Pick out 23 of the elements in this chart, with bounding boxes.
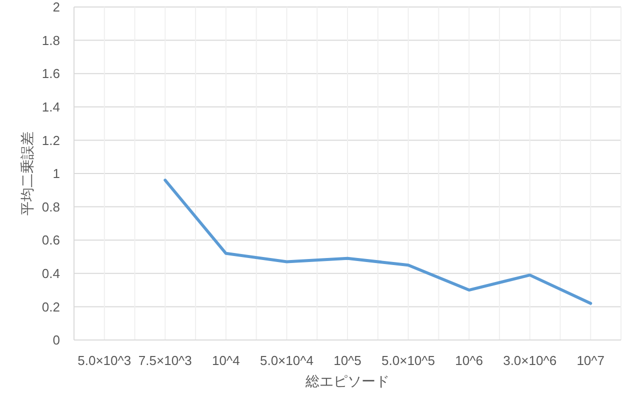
x-tick-label: 10^5 bbox=[334, 353, 362, 368]
line-series bbox=[164, 178, 592, 305]
x-tick-label: 10^4 bbox=[212, 353, 240, 368]
y-tick-label: 0.2 bbox=[42, 299, 60, 314]
y-tick-label: 1.8 bbox=[42, 32, 60, 48]
x-tick-label: 3.0×10^6 bbox=[503, 353, 557, 368]
y-tick-label: 2 bbox=[52, 0, 60, 15]
x-tick-label: 10^7 bbox=[576, 353, 605, 368]
y-tick-label: 1.6 bbox=[42, 66, 60, 82]
x-tick-label: 7.5×10^3 bbox=[138, 353, 192, 368]
y-tick-label: 0 bbox=[52, 332, 60, 348]
x-axis-title: 総エピソード bbox=[304, 373, 390, 389]
y-tick-label: 0.8 bbox=[42, 199, 60, 214]
y-tick-label: 1 bbox=[52, 166, 60, 182]
y-tick-label: 0.4 bbox=[42, 266, 60, 282]
y-axis-title: 平均二乗誤差 bbox=[19, 132, 35, 216]
x-tick-label: 5.0×10^4 bbox=[260, 353, 314, 368]
y-tick-label: 0.6 bbox=[42, 232, 60, 248]
y-tick-label: 1.4 bbox=[42, 100, 60, 115]
x-tick-label: 10^6 bbox=[455, 353, 483, 368]
y-tick-label: 1.2 bbox=[42, 132, 60, 148]
x-tick-label: 5.0×10^5 bbox=[382, 353, 436, 368]
x-tick-label: 5.0×10^3 bbox=[78, 353, 132, 368]
